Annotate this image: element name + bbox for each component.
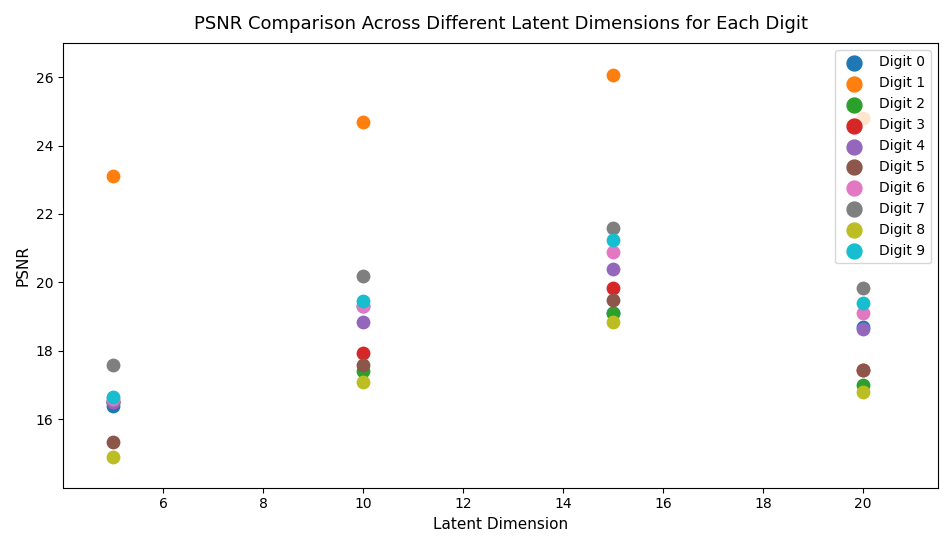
- Digit 9: [106, 393, 121, 401]
- Digit 4: [106, 398, 121, 406]
- Legend: Digit 0, Digit 1, Digit 2, Digit 3, Digit 4, Digit 5, Digit 6, Digit 7, Digit 8,: Digit 0, Digit 1, Digit 2, Digit 3, Digi…: [834, 50, 930, 264]
- Digit 7: [605, 223, 620, 232]
- Digit 2: [855, 381, 870, 389]
- Digit 5: [106, 437, 121, 446]
- Digit 1: [855, 114, 870, 123]
- Digit 4: [355, 317, 370, 326]
- Digit 9: [605, 235, 620, 244]
- Digit 6: [106, 394, 121, 403]
- Digit 6: [605, 247, 620, 256]
- Digit 5: [605, 295, 620, 304]
- Y-axis label: PSNR: PSNR: [15, 245, 30, 286]
- Digit 7: [855, 283, 870, 292]
- Digit 8: [106, 452, 121, 461]
- Digit 3: [355, 348, 370, 357]
- Digit 1: [605, 71, 620, 80]
- Digit 8: [855, 387, 870, 396]
- Digit 5: [855, 365, 870, 374]
- Digit 0: [355, 302, 370, 311]
- Digit 1: [355, 117, 370, 126]
- Digit 9: [855, 299, 870, 307]
- Digit 1: [106, 172, 121, 181]
- Digit 0: [605, 309, 620, 318]
- Digit 4: [605, 264, 620, 273]
- Digit 5: [355, 360, 370, 369]
- Digit 9: [355, 297, 370, 306]
- Digit 3: [855, 365, 870, 374]
- Digit 3: [106, 398, 121, 406]
- Digit 6: [355, 302, 370, 311]
- Digit 3: [605, 283, 620, 292]
- Digit 4: [855, 324, 870, 333]
- Digit 2: [106, 398, 121, 406]
- Digit 8: [355, 377, 370, 386]
- X-axis label: Latent Dimension: Latent Dimension: [432, 517, 567, 532]
- Digit 0: [106, 401, 121, 410]
- Title: PSNR Comparison Across Different Latent Dimensions for Each Digit: PSNR Comparison Across Different Latent …: [193, 15, 806, 33]
- Digit 7: [355, 271, 370, 280]
- Digit 8: [605, 317, 620, 326]
- Digit 2: [605, 309, 620, 318]
- Digit 6: [855, 309, 870, 318]
- Digit 7: [106, 360, 121, 369]
- Digit 0: [855, 323, 870, 331]
- Digit 2: [355, 367, 370, 376]
